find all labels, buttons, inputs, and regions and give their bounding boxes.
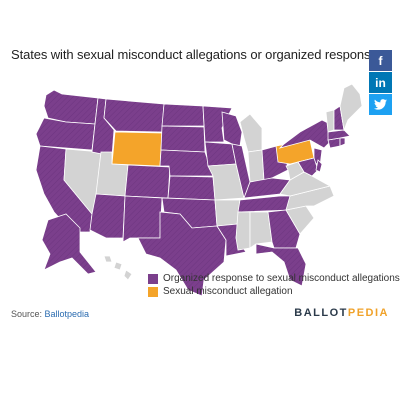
state-wa[interactable] xyxy=(43,89,99,125)
legend-item-allegation: Sexual misconduct allegation xyxy=(148,285,400,298)
logo-text-ballot: BALLOT xyxy=(294,307,348,319)
state-mi[interactable] xyxy=(239,113,263,153)
map-title: States with sexual misconduct allegation… xyxy=(11,47,384,62)
facebook-share-button[interactable]: f xyxy=(369,50,392,71)
state-ak[interactable] xyxy=(41,213,97,275)
share-buttons: f in xyxy=(369,50,392,116)
twitter-share-button[interactable] xyxy=(369,94,392,115)
state-fl[interactable] xyxy=(255,243,307,287)
source-prefix: Source: xyxy=(11,309,45,319)
state-ar[interactable] xyxy=(214,199,241,227)
state-nm[interactable] xyxy=(122,195,163,243)
state-co[interactable] xyxy=(124,164,171,199)
linkedin-icon: in xyxy=(375,75,386,90)
state-az[interactable] xyxy=(89,193,126,239)
legend-swatch-organized xyxy=(148,273,158,284)
state-ks[interactable] xyxy=(167,175,216,201)
ballotpedia-logo: BALLOTPEDIA xyxy=(294,307,389,319)
state-ri[interactable] xyxy=(339,137,346,147)
state-tx[interactable] xyxy=(137,211,227,297)
state-wy[interactable] xyxy=(111,131,163,167)
legend-item-organized: Organized response to sexual misconduct … xyxy=(148,272,400,285)
legend-label-organized: Organized response to sexual misconduct … xyxy=(163,273,400,284)
state-mo[interactable] xyxy=(207,163,245,201)
state-ma[interactable] xyxy=(327,129,351,141)
state-in[interactable] xyxy=(247,149,265,183)
state-nd[interactable] xyxy=(161,103,205,127)
legend: Organized response to sexual misconduct … xyxy=(148,272,400,298)
twitter-icon xyxy=(374,99,387,110)
state-tn[interactable] xyxy=(237,195,295,213)
logo-text-pedia: PEDIA xyxy=(347,307,389,319)
state-ia[interactable] xyxy=(204,141,237,167)
linkedin-share-button[interactable]: in xyxy=(369,72,392,93)
legend-label-allegation: Sexual misconduct allegation xyxy=(163,286,293,297)
state-mt[interactable] xyxy=(103,98,165,133)
state-de[interactable] xyxy=(315,159,323,173)
source-link[interactable]: Ballotpedia xyxy=(44,309,90,319)
state-wi[interactable] xyxy=(221,111,243,147)
state-md[interactable] xyxy=(297,157,319,177)
legend-swatch-allegation xyxy=(148,286,158,297)
state-al[interactable] xyxy=(249,211,273,249)
source-credit: Source: Ballotpedia xyxy=(11,309,89,319)
state-ky[interactable] xyxy=(243,177,291,199)
state-ms[interactable] xyxy=(235,211,251,251)
state-me[interactable] xyxy=(339,83,363,132)
state-sd[interactable] xyxy=(160,125,206,153)
facebook-icon: f xyxy=(378,53,383,68)
state-hi[interactable] xyxy=(103,255,133,281)
